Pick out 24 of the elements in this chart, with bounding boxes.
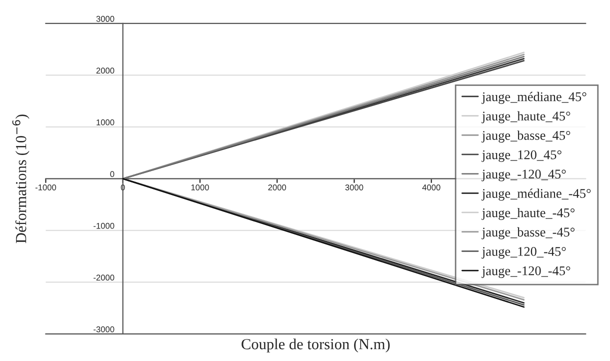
- y-tick-label: 3000: [96, 16, 114, 22]
- y-tick-label: -1000: [94, 222, 114, 229]
- y-tick-label: 0: [110, 171, 114, 178]
- x-tick-label: 3000: [345, 184, 364, 190]
- x-tick-label: 1000: [191, 184, 209, 190]
- legend-label: jauge_120_-45°: [482, 247, 566, 259]
- legend-label: jauge_120_45°: [482, 150, 562, 162]
- legend-label: jauge_-120_45°: [482, 170, 566, 182]
- legend-label: jauge_-120_-45°: [482, 266, 570, 278]
- x-tick-label: 4000: [422, 184, 440, 190]
- legend-label: jauge_haute_-45°: [482, 208, 575, 220]
- y-tick-label: -3000: [94, 326, 114, 332]
- y-tick-label: 1000: [96, 119, 114, 126]
- y-tick-label: 2000: [96, 68, 114, 74]
- x-tick-label: 2000: [268, 184, 286, 190]
- legend-label: jauge_médiane_-45°: [482, 188, 591, 201]
- y-tick-label: -2000: [94, 274, 114, 281]
- y-axis-title: Déformations (10$^{−6}$): [12, 114, 30, 244]
- legend-label: jauge_basse_-45°: [482, 227, 575, 240]
- legend-label: jauge_haute_45°: [482, 111, 570, 124]
- x-tick-label: -1000: [35, 184, 56, 190]
- legend-label: jauge_médiane_45°: [482, 92, 586, 104]
- x-axis-title: Couple de torsion (N.m): [242, 338, 390, 352]
- legend-label: jauge_basse_45°: [482, 130, 570, 143]
